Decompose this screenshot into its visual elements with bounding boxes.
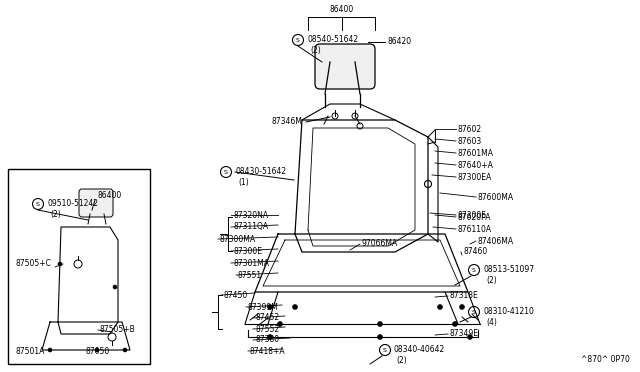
Text: 08513-51097: 08513-51097 bbox=[483, 266, 534, 275]
Text: 09510-51242: 09510-51242 bbox=[47, 199, 98, 208]
Text: ^870^ 0P70: ^870^ 0P70 bbox=[581, 355, 630, 364]
Text: 87450: 87450 bbox=[223, 291, 247, 299]
Circle shape bbox=[123, 348, 127, 352]
Text: 87301MA: 87301MA bbox=[233, 259, 269, 267]
Text: 87399M: 87399M bbox=[248, 302, 279, 311]
Text: 87406MA: 87406MA bbox=[478, 237, 514, 246]
Text: 87602: 87602 bbox=[458, 125, 482, 134]
Text: 87300E: 87300E bbox=[233, 247, 262, 256]
Circle shape bbox=[48, 348, 52, 352]
Circle shape bbox=[438, 305, 442, 310]
Circle shape bbox=[352, 113, 358, 119]
Text: 87505+B: 87505+B bbox=[100, 326, 136, 334]
Text: 87552: 87552 bbox=[255, 324, 279, 334]
Text: 08310-41210: 08310-41210 bbox=[483, 308, 534, 317]
Text: 87300EA: 87300EA bbox=[458, 173, 492, 182]
Text: (1): (1) bbox=[238, 177, 249, 186]
Circle shape bbox=[332, 113, 338, 119]
Text: 87600MA: 87600MA bbox=[478, 192, 514, 202]
Text: S: S bbox=[296, 38, 300, 42]
Text: (2): (2) bbox=[50, 211, 61, 219]
Circle shape bbox=[268, 305, 273, 310]
Text: (2): (2) bbox=[396, 356, 407, 366]
Text: 08430-51642: 08430-51642 bbox=[235, 167, 286, 176]
Text: 87380: 87380 bbox=[255, 336, 279, 344]
Circle shape bbox=[292, 305, 298, 310]
FancyBboxPatch shape bbox=[79, 189, 113, 217]
Text: S: S bbox=[224, 170, 228, 174]
Circle shape bbox=[278, 321, 282, 327]
Circle shape bbox=[113, 285, 117, 289]
Text: 87603: 87603 bbox=[458, 137, 483, 145]
FancyBboxPatch shape bbox=[315, 44, 375, 89]
Text: (4): (4) bbox=[486, 318, 497, 327]
Text: 87501A: 87501A bbox=[15, 347, 44, 356]
Text: 87320NA: 87320NA bbox=[233, 211, 268, 219]
Text: S: S bbox=[472, 267, 476, 273]
Text: 86400: 86400 bbox=[97, 192, 121, 201]
Text: S: S bbox=[36, 202, 40, 206]
Circle shape bbox=[452, 321, 458, 327]
Text: (2): (2) bbox=[486, 276, 497, 285]
Text: 87318E: 87318E bbox=[450, 292, 479, 301]
Circle shape bbox=[460, 305, 465, 310]
Text: S: S bbox=[383, 347, 387, 353]
Text: 87300MA: 87300MA bbox=[220, 234, 256, 244]
Circle shape bbox=[58, 262, 62, 266]
Text: 86420: 86420 bbox=[387, 38, 411, 46]
Text: 876110A: 876110A bbox=[458, 224, 492, 234]
Circle shape bbox=[95, 348, 99, 352]
Text: S: S bbox=[472, 310, 476, 314]
Text: 87349E: 87349E bbox=[450, 330, 479, 339]
Circle shape bbox=[378, 321, 383, 327]
Text: 08340-40642: 08340-40642 bbox=[394, 346, 445, 355]
Text: 08540-51642: 08540-51642 bbox=[307, 35, 358, 45]
Text: 87620PA: 87620PA bbox=[458, 212, 492, 221]
Text: 87346M: 87346M bbox=[272, 118, 303, 126]
Text: 87460: 87460 bbox=[463, 247, 487, 257]
Text: 87551: 87551 bbox=[238, 270, 262, 279]
Text: 87311QA: 87311QA bbox=[233, 222, 268, 231]
Text: 87418+A: 87418+A bbox=[250, 346, 285, 356]
Text: 87452: 87452 bbox=[255, 314, 279, 323]
Text: 97066MA: 97066MA bbox=[362, 240, 398, 248]
Text: 87300E: 87300E bbox=[458, 211, 487, 219]
Circle shape bbox=[268, 334, 273, 340]
Circle shape bbox=[467, 334, 472, 340]
Text: 87640+A: 87640+A bbox=[458, 160, 494, 170]
Circle shape bbox=[378, 334, 383, 340]
Text: (2): (2) bbox=[310, 45, 321, 55]
Text: 87050: 87050 bbox=[85, 347, 109, 356]
Text: 87505+C: 87505+C bbox=[15, 260, 51, 269]
Text: 86400: 86400 bbox=[330, 6, 354, 15]
Text: 87601MA: 87601MA bbox=[458, 148, 494, 157]
